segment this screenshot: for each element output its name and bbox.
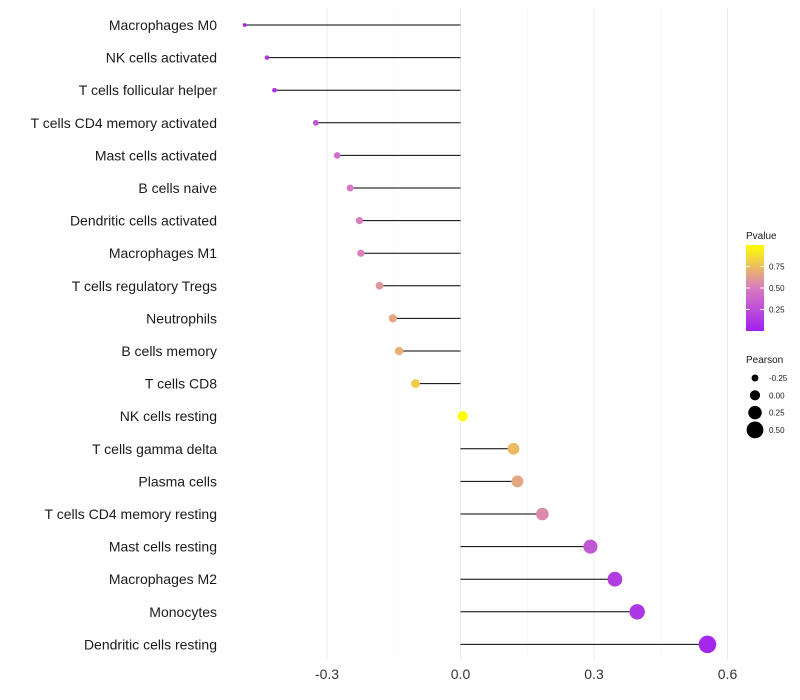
category-label: T cells regulatory Tregs <box>72 278 217 294</box>
pearson-legend-title: Pearson <box>746 355 783 366</box>
lollipop-point <box>346 184 354 192</box>
category-labels: Macrophages M0 NK cells activated T cells … <box>31 17 218 652</box>
pearson-legend-label: 0.25 <box>769 409 785 418</box>
lollipop-point <box>607 571 623 587</box>
category-label: T cells CD8 <box>145 376 217 392</box>
lollipop-point <box>629 604 645 620</box>
lollipop-point <box>411 379 420 389</box>
lollipop-point <box>698 635 717 654</box>
lollipop-point <box>375 281 384 290</box>
category-label: Plasma cells <box>138 473 217 489</box>
x-axis-ticks: -0.3 0.0 0.3 0.6 <box>315 666 738 682</box>
category-label: Neutrophils <box>146 310 217 326</box>
category-label: T cells follicular helper <box>79 82 218 98</box>
grid <box>326 8 728 660</box>
category-label: Macrophages M0 <box>109 17 217 33</box>
category-label: Dendritic cells resting <box>84 636 217 652</box>
category-label: T cells gamma delta <box>92 441 217 457</box>
pearson-legend-dot <box>749 390 761 401</box>
category-label: Macrophages M2 <box>109 571 217 587</box>
lollipop-point <box>357 249 365 257</box>
pearson-legend-dot <box>751 374 759 382</box>
pearson-legend-label: -0.25 <box>769 374 788 383</box>
lollipop-point <box>507 442 520 455</box>
lollipop-point <box>355 217 364 225</box>
category-label: Mast cells activated <box>95 147 217 163</box>
lollipop-point <box>583 539 598 554</box>
lollipop-point <box>272 87 277 93</box>
category-label: B cells memory <box>121 343 217 359</box>
x-tick-label: 0.6 <box>718 666 738 682</box>
category-label: NK cells activated <box>106 50 217 66</box>
pearson-legend-dot <box>746 421 764 439</box>
pvalue-tick-label: 0.75 <box>769 263 785 272</box>
category-label: T cells CD4 memory resting <box>45 506 217 522</box>
pvalue-legend-title: Pvalue <box>746 231 777 242</box>
pvalue-legend-ticks: 0.25 0.50 0.75 <box>746 263 785 315</box>
pvalue-colorbar <box>746 245 764 331</box>
x-tick-label: 0.3 <box>584 666 604 682</box>
category-label: Macrophages M1 <box>109 245 217 261</box>
lollipop-point <box>333 152 341 159</box>
pvalue-tick-label: 0.50 <box>769 284 785 293</box>
pearson-legend-dot <box>748 405 762 420</box>
category-label: B cells naive <box>138 180 217 196</box>
category-label: Monocytes <box>149 604 217 620</box>
stems <box>244 24 708 645</box>
pearson-legend-label: 0.00 <box>769 391 785 400</box>
category-label: NK cells resting <box>120 408 217 424</box>
pvalue-tick-label: 0.25 <box>769 306 785 315</box>
pearson-legend: Pearson -0.25 0.00 0.25 0.50 <box>746 355 788 439</box>
lollipop-point <box>242 23 247 27</box>
lollipop-point <box>394 346 404 356</box>
pvalue-legend: Pvalue 0.25 0.50 0.75 <box>746 231 785 331</box>
pearson-legend-entries: -0.25 0.00 0.25 0.50 <box>746 374 788 439</box>
lollipop-point <box>457 411 468 422</box>
lollipop-point <box>511 475 524 488</box>
category-label: Mast cells resting <box>109 539 217 555</box>
pearson-legend-label: 0.50 <box>769 426 785 435</box>
x-tick-label: 0.0 <box>451 666 471 682</box>
category-label: Dendritic cells activated <box>70 213 217 229</box>
lollipop-point <box>312 119 319 126</box>
category-label: T cells CD4 memory activated <box>31 115 217 131</box>
lollipop-point <box>388 314 397 323</box>
points <box>242 23 717 654</box>
lollipop-point <box>264 55 270 60</box>
x-tick-label: -0.3 <box>315 666 339 682</box>
lollipop-point <box>536 507 549 521</box>
